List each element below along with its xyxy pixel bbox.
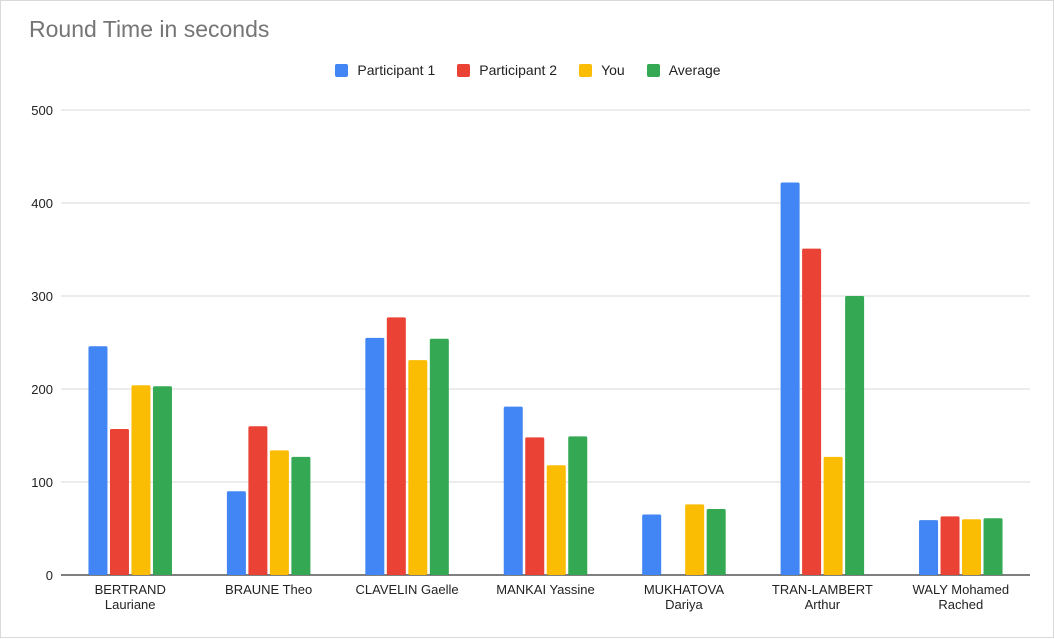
chart-legend: Participant 1 Participant 2 You Average	[1, 62, 1054, 78]
bar[interactable]	[429, 338, 449, 575]
legend-item-participant-2[interactable]: Participant 2	[457, 62, 557, 78]
x-tick-label: BERTRAND Lauriane	[95, 582, 166, 612]
bar[interactable]	[983, 518, 1003, 575]
bar[interactable]	[642, 514, 662, 575]
y-tick-label: 200	[31, 382, 53, 397]
x-tick-label: CLAVELIN Gaelle	[356, 582, 459, 597]
bar[interactable]	[919, 520, 939, 575]
y-tick-label: 100	[31, 475, 53, 490]
bar[interactable]	[386, 317, 406, 575]
legend-item-average[interactable]: Average	[646, 62, 721, 78]
bar[interactable]	[525, 437, 545, 575]
chart-title: Round Time in seconds	[29, 16, 270, 42]
bar[interactable]	[88, 346, 108, 575]
bar[interactable]	[291, 456, 311, 575]
bar[interactable]	[685, 504, 705, 575]
bar[interactable]	[248, 426, 268, 575]
bar[interactable]	[802, 248, 822, 575]
bar[interactable]	[706, 508, 726, 575]
legend-label-average: Average	[668, 62, 721, 78]
bar[interactable]	[845, 296, 865, 575]
bar[interactable]	[568, 436, 588, 575]
bar[interactable]	[940, 516, 960, 575]
bar[interactable]	[546, 465, 566, 575]
bar[interactable]	[131, 385, 151, 575]
bar[interactable]	[823, 456, 843, 575]
legend-label-you: You	[601, 62, 625, 78]
legend-label-participant-2: Participant 2	[479, 62, 558, 78]
legend-swatch-you	[579, 63, 593, 77]
bar[interactable]	[962, 519, 982, 575]
bar[interactable]	[408, 360, 428, 575]
bar[interactable]	[365, 337, 385, 575]
legend-swatch-participant-1	[335, 63, 349, 77]
x-tick-label: WALY Mohamed Rached	[912, 582, 1009, 612]
legend-item-you[interactable]: You	[579, 62, 625, 78]
x-tick-label: MUKHATOVA Dariya	[644, 582, 725, 612]
legend-item-participant-1[interactable]: Participant 1	[335, 62, 435, 78]
y-tick-label: 500	[31, 103, 53, 118]
legend-label-participant-1: Participant 1	[357, 62, 436, 78]
bar[interactable]	[269, 450, 289, 575]
legend-swatch-participant-2	[457, 63, 471, 77]
y-tick-label: 300	[31, 289, 53, 304]
bar[interactable]	[152, 386, 172, 575]
bar[interactable]	[226, 491, 246, 575]
y-tick-label: 400	[31, 196, 53, 211]
bar[interactable]	[503, 406, 523, 575]
x-tick-label: BRAUNE Theo	[225, 582, 312, 597]
bar[interactable]	[780, 182, 800, 576]
x-tick-label: MANKAI Yassine	[496, 582, 595, 597]
x-tick-label: TRAN-LAMBERT Arthur	[772, 582, 873, 612]
legend-swatch-average	[646, 63, 660, 77]
bar[interactable]	[109, 428, 129, 575]
y-tick-label: 0	[46, 568, 53, 583]
